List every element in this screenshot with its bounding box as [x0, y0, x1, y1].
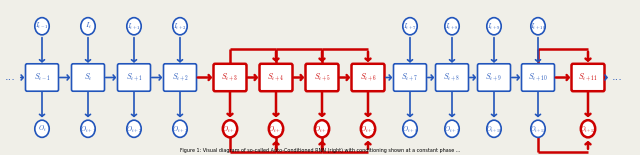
Circle shape — [173, 120, 188, 137]
Text: $O_{t+6}$: $O_{t+6}$ — [314, 124, 330, 134]
Circle shape — [35, 120, 49, 137]
FancyBboxPatch shape — [163, 64, 196, 91]
Text: $O_{t+8}$: $O_{t+8}$ — [402, 124, 418, 134]
Text: ...: ... — [4, 73, 15, 82]
Text: $O_{t+5}$: $O_{t+5}$ — [268, 124, 284, 134]
Circle shape — [581, 120, 595, 137]
Text: $S_{t+6}$: $S_{t+6}$ — [360, 72, 376, 83]
Circle shape — [531, 18, 545, 35]
Text: $I_{t+7}$: $I_{t+7}$ — [403, 21, 417, 31]
Text: $O_{t+4}$: $O_{t+4}$ — [222, 124, 238, 134]
FancyBboxPatch shape — [351, 64, 385, 91]
Circle shape — [81, 120, 95, 137]
Circle shape — [403, 18, 417, 35]
Circle shape — [487, 18, 501, 35]
Text: $S_t$: $S_t$ — [84, 72, 92, 83]
Circle shape — [487, 120, 501, 137]
Circle shape — [531, 120, 545, 137]
FancyBboxPatch shape — [305, 64, 339, 91]
Text: $S_{t+4}$: $S_{t+4}$ — [268, 72, 285, 83]
Circle shape — [81, 18, 95, 35]
Text: $I_t$: $I_t$ — [84, 21, 92, 31]
Text: $S_{t+1}$: $S_{t+1}$ — [125, 72, 143, 83]
Text: $O_t$: $O_t$ — [38, 124, 46, 134]
Text: $S_{t+11}$: $S_{t+11}$ — [578, 72, 598, 83]
Text: $S_{t+5}$: $S_{t+5}$ — [314, 72, 330, 83]
Text: $I_{t+10}$: $I_{t+10}$ — [530, 21, 546, 31]
Text: $S_{t+8}$: $S_{t+8}$ — [444, 72, 461, 83]
FancyBboxPatch shape — [394, 64, 426, 91]
Circle shape — [361, 120, 375, 137]
Text: $I_{t-1}$: $I_{t-1}$ — [35, 21, 49, 31]
FancyBboxPatch shape — [572, 64, 605, 91]
Circle shape — [223, 120, 237, 137]
Text: $I_{t+9}$: $I_{t+9}$ — [487, 21, 501, 31]
Text: $O_{t+7}$: $O_{t+7}$ — [360, 124, 376, 134]
FancyBboxPatch shape — [72, 64, 104, 91]
Text: $S_{t+7}$: $S_{t+7}$ — [401, 72, 419, 83]
Circle shape — [403, 120, 417, 137]
Text: $S_{t+2}$: $S_{t+2}$ — [172, 72, 189, 83]
Text: $I_{t+1}$: $I_{t+1}$ — [127, 21, 141, 31]
Text: $O_{t+10}$: $O_{t+10}$ — [486, 124, 502, 133]
Circle shape — [127, 120, 141, 137]
Text: $I_{t+8}$: $I_{t+8}$ — [445, 21, 459, 31]
Text: $S_{t+10}$: $S_{t+10}$ — [528, 72, 548, 83]
Circle shape — [127, 18, 141, 35]
Text: ...: ... — [612, 73, 623, 82]
FancyBboxPatch shape — [26, 64, 58, 91]
Text: $S_{t+9}$: $S_{t+9}$ — [486, 72, 502, 83]
FancyBboxPatch shape — [477, 64, 511, 91]
FancyBboxPatch shape — [214, 64, 246, 91]
Text: $O_{t+9}$: $O_{t+9}$ — [444, 124, 460, 134]
FancyBboxPatch shape — [118, 64, 150, 91]
Circle shape — [269, 120, 284, 137]
Text: $O_{t+12}$: $O_{t+12}$ — [580, 124, 596, 133]
Text: $O_{t+1}$: $O_{t+1}$ — [80, 124, 96, 134]
FancyBboxPatch shape — [259, 64, 292, 91]
Text: $O_{t+11}$: $O_{t+11}$ — [530, 124, 547, 133]
Circle shape — [173, 18, 188, 35]
Text: $S_{t-1}$: $S_{t-1}$ — [33, 72, 51, 83]
Text: $O_{t+2}$: $O_{t+2}$ — [126, 124, 142, 134]
Text: $S_{t+3}$: $S_{t+3}$ — [221, 72, 239, 83]
Circle shape — [445, 18, 459, 35]
FancyBboxPatch shape — [435, 64, 468, 91]
Circle shape — [445, 120, 459, 137]
Text: $I_{t+2}$: $I_{t+2}$ — [173, 21, 187, 31]
FancyBboxPatch shape — [522, 64, 554, 91]
Text: Figure 1: Visual diagram of so-called Auto-Conditioned RNN (right) with conditio: Figure 1: Visual diagram of so-called Au… — [180, 148, 460, 153]
Text: $O_{t+3}$: $O_{t+3}$ — [172, 124, 188, 134]
Circle shape — [35, 18, 49, 35]
Circle shape — [315, 120, 329, 137]
